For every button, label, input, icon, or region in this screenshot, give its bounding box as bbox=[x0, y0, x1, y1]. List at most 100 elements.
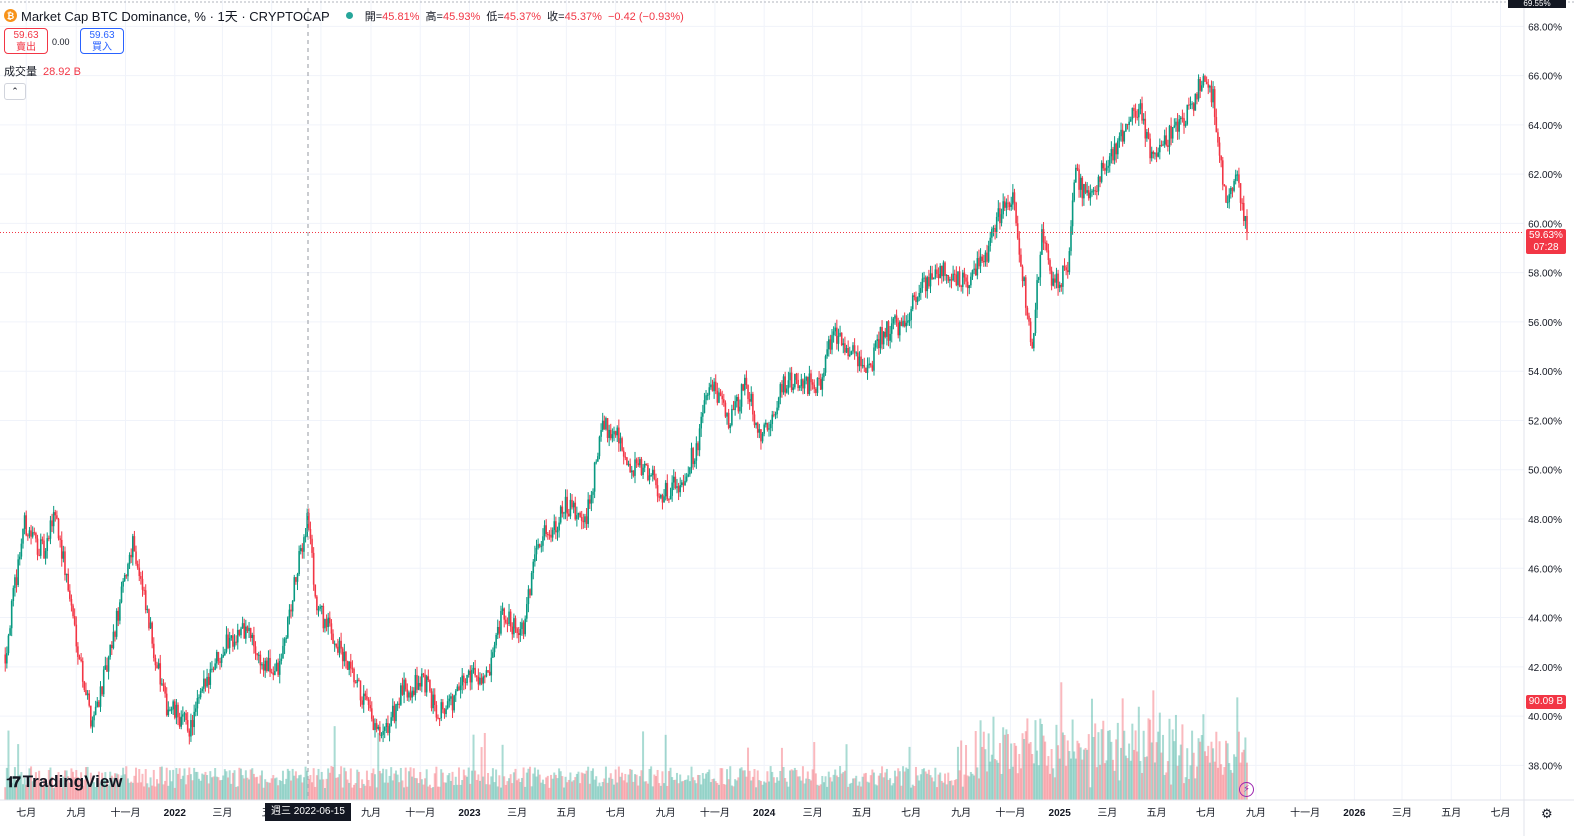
volume-bar bbox=[102, 777, 105, 800]
volume-bar bbox=[436, 786, 439, 800]
candle-body bbox=[35, 532, 37, 539]
candle-body bbox=[887, 321, 890, 341]
volume-bar bbox=[173, 787, 176, 800]
collapse-chevron-icon[interactable]: ⌃ bbox=[4, 83, 26, 100]
volume-bar bbox=[217, 777, 220, 800]
candle-body bbox=[726, 412, 728, 417]
candle-body bbox=[627, 463, 630, 466]
top-price-badge: 69.55% bbox=[1508, 0, 1566, 8]
candle-body bbox=[140, 576, 142, 579]
candle-body bbox=[605, 418, 607, 430]
candle-body bbox=[1189, 104, 1192, 106]
candle-body bbox=[437, 717, 439, 719]
volume-bar bbox=[18, 774, 21, 800]
candle-body bbox=[377, 726, 380, 729]
candle-body bbox=[1200, 85, 1203, 91]
candle-body bbox=[1037, 277, 1040, 281]
x-tick-label: 九月 bbox=[361, 807, 381, 819]
gear-icon[interactable]: ⚙ bbox=[1541, 806, 1553, 821]
volume-bar bbox=[1126, 758, 1129, 800]
candle-body bbox=[798, 386, 801, 389]
candle-body bbox=[170, 709, 173, 711]
candle-body bbox=[1183, 118, 1185, 126]
symbol-title[interactable]: Market Cap BTC Dominance, % · 1天 · CRYPT… bbox=[21, 9, 330, 24]
volume-bar bbox=[149, 777, 152, 800]
candle-body bbox=[1076, 167, 1079, 170]
volume-bar bbox=[1174, 714, 1177, 800]
candle-body bbox=[1191, 103, 1193, 105]
candle-body bbox=[391, 705, 394, 718]
candle-body bbox=[538, 544, 541, 547]
candle-body bbox=[472, 667, 475, 670]
candle-body bbox=[526, 604, 528, 619]
volume-bar bbox=[537, 769, 540, 800]
volume-bar bbox=[945, 784, 948, 800]
volume-bar bbox=[635, 774, 638, 800]
candle-body bbox=[480, 677, 483, 684]
volume-bar bbox=[932, 781, 935, 800]
volume-bar bbox=[262, 787, 265, 800]
candle-body bbox=[1104, 168, 1106, 171]
candle-body bbox=[750, 393, 753, 402]
candle-body bbox=[881, 327, 883, 345]
candle-body bbox=[1139, 103, 1142, 109]
candle-body bbox=[1099, 176, 1101, 182]
candle-body bbox=[459, 685, 462, 691]
candle-body bbox=[1129, 119, 1132, 122]
candle-body bbox=[1062, 265, 1064, 287]
volume-bar bbox=[654, 776, 657, 800]
candle-body bbox=[133, 536, 136, 552]
volume-bar bbox=[1157, 731, 1160, 800]
candle-body bbox=[579, 512, 581, 517]
candle-body bbox=[349, 661, 352, 669]
candle-body bbox=[1065, 267, 1067, 271]
volume-bar bbox=[787, 786, 790, 800]
candle-body bbox=[372, 718, 375, 731]
volume-bar bbox=[235, 787, 238, 800]
volume-bar bbox=[438, 786, 441, 800]
volume-bar bbox=[998, 743, 1001, 800]
volume-bar bbox=[302, 777, 305, 800]
volume-bar bbox=[1228, 763, 1231, 800]
volume-bar bbox=[688, 781, 691, 800]
candle-body bbox=[684, 480, 686, 486]
candle-body bbox=[188, 730, 191, 737]
volume-bar bbox=[693, 780, 696, 800]
volume-bar bbox=[1229, 770, 1232, 800]
volume-bar bbox=[1090, 698, 1093, 800]
candle-body bbox=[824, 356, 827, 373]
tradingview-logo[interactable]: 𝟏𝟕 TradingView bbox=[6, 772, 123, 792]
volume-bar bbox=[582, 773, 585, 800]
volume-bar bbox=[157, 783, 160, 800]
buy-button[interactable]: 59.63 買入 bbox=[80, 28, 124, 54]
candle-body bbox=[259, 654, 262, 666]
candle-body bbox=[920, 288, 922, 293]
candle-body bbox=[865, 367, 867, 373]
volume-bar bbox=[847, 786, 850, 800]
volume-bar bbox=[126, 778, 129, 800]
candle-body bbox=[474, 667, 476, 676]
candle-body bbox=[1029, 321, 1032, 343]
candle-body bbox=[601, 420, 604, 431]
volume-bar bbox=[349, 768, 352, 800]
flash-icon[interactable]: ⚡ bbox=[1239, 782, 1254, 797]
volume-bar bbox=[995, 760, 998, 800]
volume-bar bbox=[667, 771, 670, 800]
candle-body bbox=[245, 626, 247, 639]
volume-bar bbox=[498, 775, 501, 800]
candle-body bbox=[44, 551, 47, 559]
volume-bar bbox=[388, 775, 391, 800]
volume-bar bbox=[427, 786, 430, 800]
volume-bar bbox=[818, 785, 821, 800]
candle-body bbox=[721, 395, 723, 400]
volume-bar bbox=[459, 784, 462, 800]
sell-button[interactable]: 59.63 賣出 bbox=[4, 28, 48, 54]
volume-bar bbox=[651, 786, 654, 800]
candle-body bbox=[1091, 190, 1093, 193]
volume-bar bbox=[960, 740, 963, 800]
y-tick-label: 68.00% bbox=[1528, 22, 1562, 33]
volume-bar bbox=[598, 782, 601, 800]
volume-bar bbox=[911, 784, 914, 800]
candle-body bbox=[295, 577, 297, 582]
